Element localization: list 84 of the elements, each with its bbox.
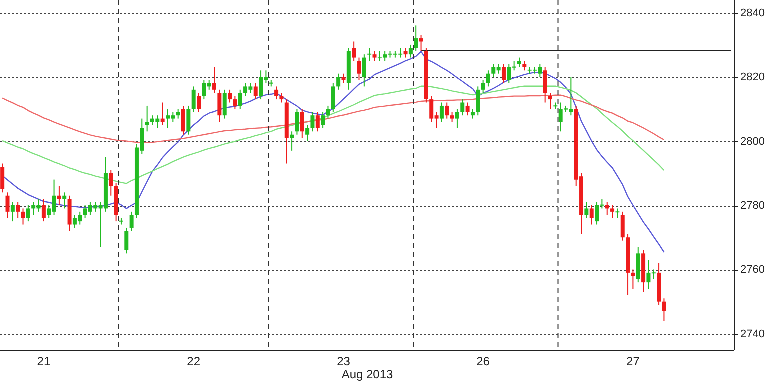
x-tick-label: 22 xyxy=(187,354,201,368)
candlestick xyxy=(280,92,284,104)
candlestick xyxy=(620,211,625,242)
candlestick xyxy=(238,89,242,110)
candlestick xyxy=(450,112,454,123)
candlestick xyxy=(440,102,444,123)
candlestick xyxy=(42,198,46,222)
x-tick-label: 23 xyxy=(337,354,351,368)
candlestick xyxy=(21,208,26,226)
candlestick xyxy=(197,92,202,113)
candlestick xyxy=(616,208,620,219)
candlestick xyxy=(502,64,506,84)
candlestick xyxy=(16,202,20,219)
candlestick xyxy=(517,57,522,68)
candlestick xyxy=(352,41,356,62)
x-tick-label: 26 xyxy=(476,354,490,368)
candlestick xyxy=(455,108,460,129)
candlestick xyxy=(218,89,222,123)
candlestick xyxy=(460,99,465,116)
candlestick xyxy=(336,73,341,90)
x-tick-label: 21 xyxy=(37,354,51,368)
y-tick-label: 2740 xyxy=(740,328,765,340)
x-axis-title: Aug 2013 xyxy=(342,368,394,382)
candlestick xyxy=(109,170,114,196)
candlestick xyxy=(476,86,480,116)
candlestick xyxy=(414,25,418,52)
candlestick xyxy=(160,102,165,126)
candlestick xyxy=(419,34,424,52)
candlestick xyxy=(274,86,279,100)
candlestick xyxy=(57,186,62,206)
candlestick xyxy=(295,108,300,136)
candlestick xyxy=(326,105,330,120)
candlestick xyxy=(192,86,196,113)
candlestick xyxy=(321,112,326,129)
candlestick xyxy=(662,298,666,322)
candlestick xyxy=(6,192,10,219)
candlestick xyxy=(357,57,362,81)
candlestick xyxy=(306,124,310,142)
candlestick xyxy=(470,108,475,120)
candlestick xyxy=(26,205,30,222)
candlestick xyxy=(254,82,258,100)
candlestick xyxy=(176,108,180,120)
candlestick xyxy=(445,102,450,120)
candlestick xyxy=(522,60,527,72)
y-tick-label: 2780 xyxy=(740,200,765,212)
candlestick xyxy=(130,211,134,232)
candlestick xyxy=(481,80,486,94)
candlestick xyxy=(300,108,304,139)
candlestick xyxy=(486,70,490,88)
candlestick xyxy=(212,66,217,94)
candlestick xyxy=(584,202,589,219)
candlestick xyxy=(10,202,15,222)
candlestick xyxy=(466,102,470,116)
candlestick xyxy=(362,54,366,88)
candlestick xyxy=(605,202,610,216)
candlestick xyxy=(222,89,227,120)
candlestick xyxy=(342,73,346,84)
candlestick xyxy=(368,48,372,62)
candlestick xyxy=(631,269,636,290)
candlestick xyxy=(331,82,336,113)
candlestick xyxy=(610,205,615,219)
y-tick-label: 2760 xyxy=(740,264,765,276)
candlestick xyxy=(145,105,150,132)
y-tick-label: 2840 xyxy=(740,7,765,20)
candlestick xyxy=(408,44,413,58)
candlestick xyxy=(316,112,320,132)
candlestick xyxy=(290,131,294,152)
candlestick xyxy=(233,96,238,110)
candlestick xyxy=(310,112,315,132)
candlestick xyxy=(186,105,191,136)
line-series xyxy=(2,51,665,253)
candlestick xyxy=(548,92,552,110)
y-tick-label: 2800 xyxy=(740,136,765,148)
y-tick-label: 2820 xyxy=(740,72,765,84)
candlestick xyxy=(590,205,594,226)
candlestick xyxy=(543,66,548,104)
candlestick xyxy=(182,105,186,136)
candlestick xyxy=(0,163,5,194)
x-tick-label: 27 xyxy=(626,354,640,368)
candlestick xyxy=(228,89,232,104)
candlestick xyxy=(404,48,408,58)
candlestick xyxy=(62,192,67,210)
candlestick xyxy=(372,50,377,62)
candlestick xyxy=(124,227,129,254)
